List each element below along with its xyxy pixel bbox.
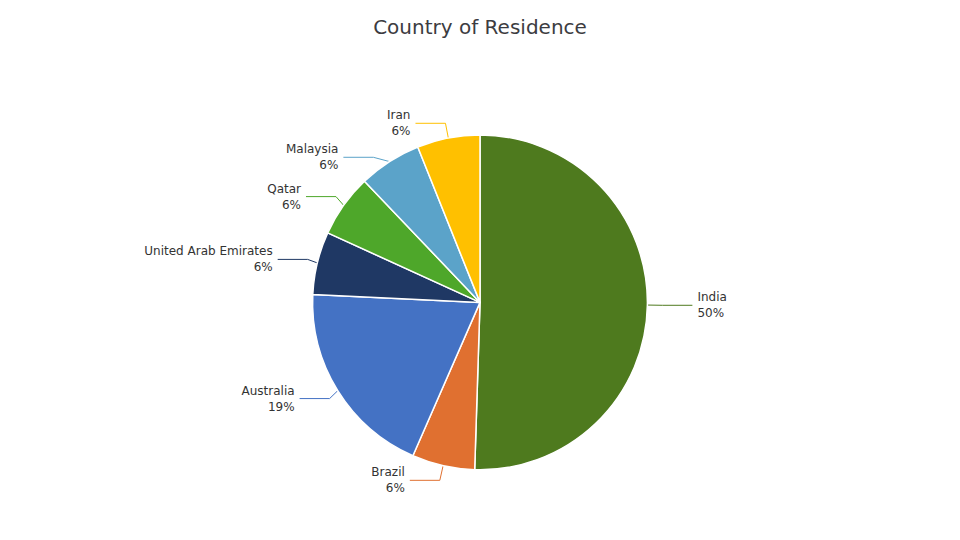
- svg-text:Qatar: Qatar: [267, 182, 301, 196]
- svg-text:50%: 50%: [697, 306, 724, 320]
- svg-text:Country of Residence: Country of Residence: [373, 15, 587, 39]
- svg-text:United Arab Emirates: United Arab Emirates: [144, 244, 272, 258]
- svg-text:19%: 19%: [268, 400, 295, 414]
- svg-text:6%: 6%: [319, 158, 338, 172]
- svg-text:Brazil: Brazil: [371, 465, 405, 479]
- svg-text:6%: 6%: [386, 481, 405, 495]
- svg-text:6%: 6%: [282, 198, 301, 212]
- svg-text:India: India: [697, 290, 726, 304]
- svg-text:6%: 6%: [391, 124, 410, 138]
- svg-text:Malaysia: Malaysia: [286, 142, 338, 156]
- svg-text:Iran: Iran: [387, 108, 410, 122]
- svg-text:Australia: Australia: [242, 384, 295, 398]
- svg-text:6%: 6%: [254, 260, 273, 274]
